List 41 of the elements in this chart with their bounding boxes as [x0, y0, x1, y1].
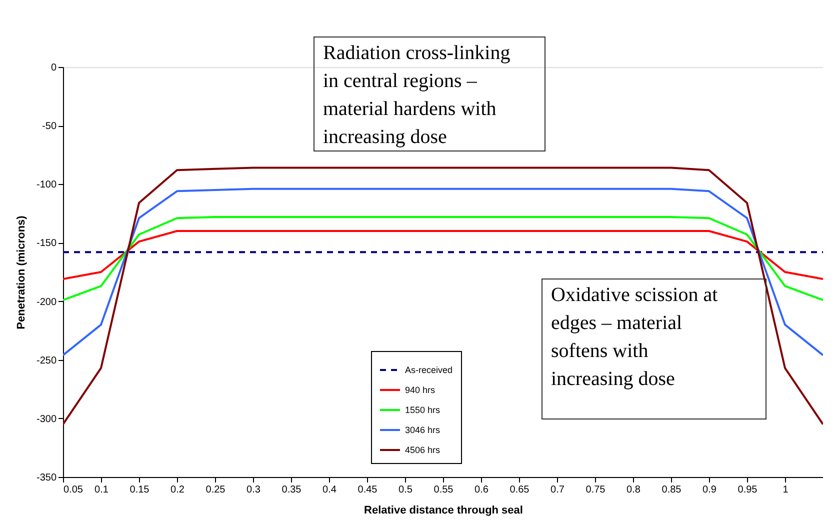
x-tick-label: 0.75 — [586, 484, 606, 496]
x-tick-label: 0.45 — [358, 484, 378, 496]
y-tick-label: -150 — [36, 238, 57, 250]
x-tick-label: 0.1 — [94, 484, 109, 496]
x-tick-label: 0.15 — [130, 484, 150, 496]
x-tick-label: 0.6 — [474, 484, 489, 496]
y-tick-label: 0 — [50, 62, 57, 74]
annotation: Oxidative scission at edges – material softens with increasing dose — [551, 284, 718, 390]
x-tick-label: 0.7 — [550, 484, 565, 496]
line-series — [63, 230, 823, 280]
y-tick-label: -50 — [42, 121, 57, 132]
line-series — [63, 216, 823, 302]
x-tick-label: 0.85 — [662, 484, 682, 496]
x-tick-label: 0.55 — [434, 484, 454, 496]
legend-label: As-received — [405, 365, 453, 375]
legend-label: 1550 hrs — [405, 405, 441, 415]
x-tick-label: 0.5 — [398, 484, 413, 496]
legend-label: 4506 hrs — [405, 445, 441, 455]
x-tick-label: 0.4 — [322, 484, 337, 496]
y-axis-title: Penetration (microns) — [15, 215, 28, 330]
x-tick-label: 0.2 — [170, 484, 185, 496]
x-tick-label: 0.9 — [702, 484, 717, 496]
y-tick-label: -300 — [36, 414, 57, 425]
y-tick-label: -350 — [36, 472, 57, 484]
x-tick-label: 0.65 — [510, 484, 530, 496]
x-tick-label: 0.8 — [626, 484, 641, 496]
line-series — [63, 166, 823, 426]
x-tick-label: 0.95 — [738, 484, 758, 496]
x-axis-title: Relative distance through seal — [364, 504, 523, 516]
annotation: Radiation cross-linking in central regions – material hardens with increasing dose — [323, 42, 510, 148]
x-tick-label: 0.25 — [206, 484, 226, 496]
line-series — [63, 188, 823, 356]
x-tick-label: 1 — [782, 484, 789, 496]
y-tick-label: -100 — [36, 180, 57, 191]
y-tick-label: -250 — [36, 355, 57, 366]
legend-label: 3046 hrs — [405, 425, 441, 435]
y-tick-label: -200 — [36, 296, 57, 308]
legend-label: 940 hrs — [405, 385, 436, 395]
x-tick-label: 0.05 — [64, 484, 84, 496]
x-tick-label: 0.35 — [282, 484, 302, 496]
x-tick-label: 0.3 — [246, 484, 261, 496]
